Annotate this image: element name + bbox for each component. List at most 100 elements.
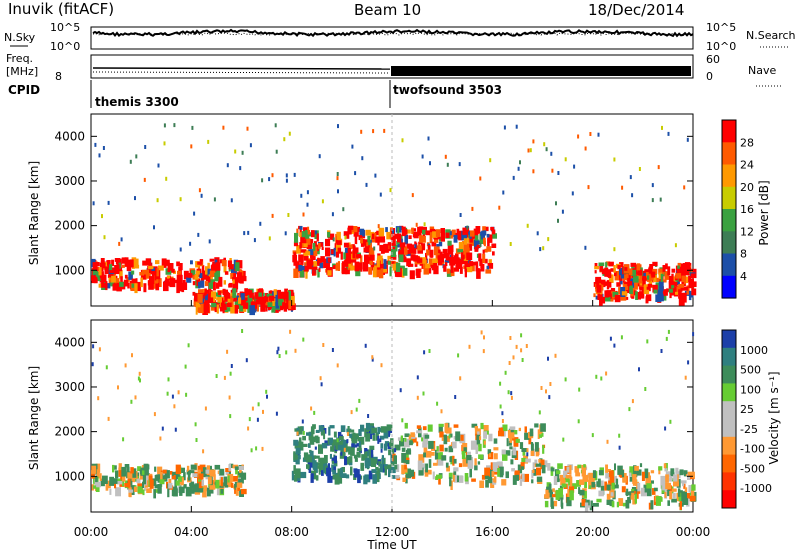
heatmap-cell xyxy=(346,456,350,465)
heatmap-cell xyxy=(605,371,608,376)
heatmap-cell xyxy=(129,159,132,164)
heatmap-cell xyxy=(148,282,154,290)
heatmap-cell xyxy=(385,227,388,233)
heatmap-cell xyxy=(519,442,524,449)
heatmap-cell xyxy=(487,263,494,269)
heatmap-cell xyxy=(184,364,187,369)
freq-label-line2: [MHz] xyxy=(6,65,38,78)
heatmap-cell xyxy=(237,471,243,476)
heatmap-cell xyxy=(632,498,637,505)
heatmap-cell xyxy=(173,404,176,409)
heatmap-cell xyxy=(354,236,358,245)
heatmap-cell xyxy=(193,211,196,216)
heatmap-cell xyxy=(645,475,651,485)
heatmap-cell xyxy=(205,275,210,281)
heatmap-cell xyxy=(480,231,483,236)
heatmap-cell xyxy=(364,474,371,483)
heatmap-cell xyxy=(233,296,237,302)
heatmap-cell xyxy=(677,265,680,269)
heatmap-cell xyxy=(459,266,463,274)
heatmap-cell xyxy=(528,436,532,445)
heatmap-cell xyxy=(130,399,133,404)
heatmap-cell xyxy=(634,493,637,504)
heatmap-cell xyxy=(319,460,323,469)
heatmap-cell xyxy=(319,376,322,381)
heatmap-cell xyxy=(538,459,541,463)
heatmap-cell xyxy=(517,464,523,474)
heatmap-cell xyxy=(124,464,130,468)
heatmap-cell xyxy=(344,235,347,240)
heatmap-cell xyxy=(183,472,186,481)
heatmap-cell xyxy=(455,431,461,442)
heatmap-cell xyxy=(230,292,234,296)
heatmap-cell xyxy=(306,259,312,270)
heatmap-cell xyxy=(295,261,300,271)
heatmap-cell xyxy=(399,265,405,269)
velocity-panel xyxy=(90,319,697,513)
heatmap-cell xyxy=(278,354,281,358)
heatmap-cell xyxy=(369,256,373,265)
heatmap-cell xyxy=(547,463,551,471)
heatmap-cell xyxy=(331,212,334,217)
heatmap-cell xyxy=(453,467,459,472)
heatmap-cell xyxy=(526,223,529,228)
heatmap-cell xyxy=(145,269,151,279)
heatmap-cell xyxy=(625,296,629,300)
heatmap-cell xyxy=(635,488,639,492)
heatmap-cell xyxy=(665,482,671,489)
heatmap-cell xyxy=(536,467,541,476)
heatmap-cell xyxy=(403,246,408,255)
heatmap-cell xyxy=(187,273,193,278)
heatmap-cell xyxy=(463,249,469,259)
heatmap-cell xyxy=(621,469,625,478)
heatmap-cell xyxy=(102,475,108,484)
heatmap-cell xyxy=(521,448,528,452)
heatmap-cell xyxy=(671,273,674,278)
time-axis-label: Time UT xyxy=(366,538,417,552)
heatmap-cell xyxy=(171,394,174,399)
heatmap-cell xyxy=(144,487,147,491)
heatmap-cell xyxy=(146,488,152,493)
heatmap-cell xyxy=(541,465,546,474)
heatmap-cell xyxy=(143,463,149,468)
heatmap-cell xyxy=(205,266,210,275)
heatmap-cell xyxy=(321,470,324,476)
heatmap-cell xyxy=(213,197,216,202)
colorbar-swatch xyxy=(722,275,736,299)
heatmap-cell xyxy=(675,291,680,295)
heatmap-cell xyxy=(419,226,424,233)
heatmap-cell xyxy=(414,244,417,249)
heatmap-cell xyxy=(154,466,157,472)
heatmap-cell xyxy=(200,275,205,281)
heatmap-cell xyxy=(222,288,226,295)
heatmap-cell xyxy=(458,234,463,241)
heatmap-cell xyxy=(209,485,216,490)
heatmap-cell xyxy=(404,438,410,448)
heatmap-cell xyxy=(148,475,153,481)
heatmap-cell xyxy=(156,277,159,283)
heatmap-cell xyxy=(234,466,240,470)
heatmap-cell xyxy=(122,481,125,487)
heatmap-cell xyxy=(227,475,230,483)
heatmap-cell xyxy=(458,162,461,167)
heatmap-cell xyxy=(354,444,358,448)
heatmap-cell xyxy=(405,468,411,479)
heatmap-cell xyxy=(177,390,180,395)
colorbar-swatch xyxy=(722,454,736,473)
heatmap-cell xyxy=(640,487,647,497)
heatmap-cell xyxy=(491,471,495,477)
heatmap-cell xyxy=(401,256,407,263)
heatmap-cell xyxy=(241,488,247,495)
time-axis-ticks: 00:00 04:00 08:00 12:00 16:00 20:00 00:00 xyxy=(74,300,710,539)
heatmap-cell xyxy=(552,488,555,492)
heatmap-cell xyxy=(460,434,464,441)
heatmap-cell xyxy=(475,261,479,272)
heatmap-cell xyxy=(208,274,213,280)
heatmap-cell xyxy=(644,468,649,479)
heatmap-cell xyxy=(481,230,485,240)
heatmap-cell xyxy=(228,464,231,472)
heatmap-cell xyxy=(439,431,444,438)
heatmap-cell xyxy=(142,475,146,485)
heatmap-cell xyxy=(375,467,379,471)
